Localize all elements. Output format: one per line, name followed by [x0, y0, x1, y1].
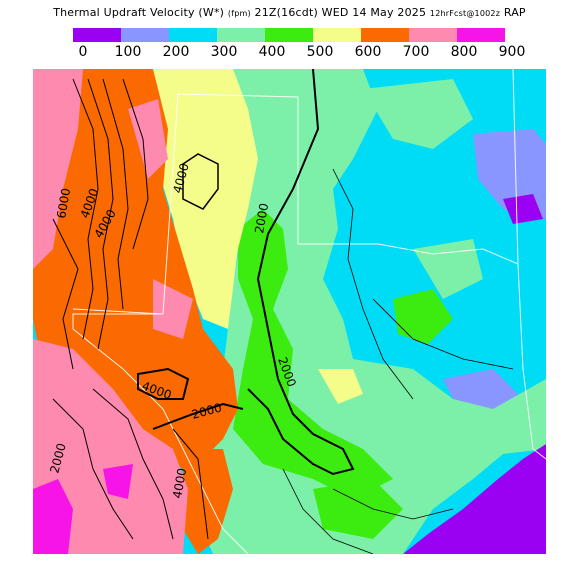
- border-texas-panhandle: [177, 93, 519, 265]
- contour-lines: [52, 69, 514, 554]
- contour-southwest-3: [172, 428, 209, 540]
- scale-tick-600: 600: [354, 44, 382, 60]
- border-louisiana: [517, 263, 546, 460]
- title-product: Thermal Updraft Velocity (W*): [53, 6, 225, 19]
- contour-2000-main: [247, 69, 355, 476]
- color-swatch-100-200: [121, 28, 169, 42]
- scale-tick-800: 800: [450, 44, 478, 60]
- scale-tick-500: 500: [306, 44, 334, 60]
- contour-4000-south: [137, 367, 190, 400]
- scale-tick-100: 100: [114, 44, 142, 60]
- fill-500-600-south: [318, 369, 363, 404]
- contour-4000-north: [182, 153, 219, 210]
- color-scale-bar: [73, 28, 505, 42]
- fill-400-500-south-blob: [313, 479, 403, 539]
- fill-700-800-west: [33, 69, 83, 269]
- scale-tick-400: 400: [258, 44, 286, 60]
- fill-400-500-east-blob: [393, 289, 453, 344]
- contour-cluster-west-4: [122, 78, 149, 250]
- contour-thin-east-2: [372, 298, 514, 370]
- thermal-velocity-map: 6000 4000 4000 2000 2000 4000 2000 4000 …: [33, 69, 546, 554]
- border-rio-grande: [72, 328, 249, 554]
- fill-700-800-southwest: [33, 339, 188, 554]
- color-swatch-700-800: [409, 28, 457, 42]
- contour-thin-east-3: [332, 488, 454, 520]
- fill-0-100-gulf: [403, 444, 546, 554]
- contour-cluster-west-1: [72, 78, 99, 340]
- fill-800-900-southwest-2: [103, 464, 133, 499]
- map-title: Thermal Updraft Velocity (W*) (fpm) 21Z(…: [0, 6, 579, 19]
- contour-thin-east-4: [282, 468, 374, 554]
- border-new-mexico-south: [72, 313, 163, 329]
- border-northeast: [512, 69, 519, 265]
- scale-tick-300: 300: [210, 44, 238, 60]
- color-swatch-500-600: [313, 28, 361, 42]
- title-model: RAP: [503, 6, 526, 19]
- color-swatch-300-400: [217, 28, 265, 42]
- scale-tick-900: 900: [498, 44, 526, 60]
- contour-cluster-west-2: [87, 78, 114, 350]
- color-swatch-800-900: [457, 28, 505, 42]
- contour-label: 2000: [252, 202, 271, 235]
- fill-700-800-central: [128, 99, 168, 179]
- contour-southwest-2: [92, 388, 174, 540]
- contour-label: 6000: [54, 187, 73, 220]
- fill-500-600-band: [143, 69, 258, 329]
- color-swatch-400-500: [265, 28, 313, 42]
- fill-0-100-northeast-patch: [503, 194, 543, 224]
- fill-800-900-southwest: [33, 479, 73, 554]
- scale-tick-200: 200: [162, 44, 190, 60]
- state-borders: [72, 69, 546, 554]
- fill-600-700-south-strip: [183, 449, 233, 554]
- fill-700-800-midwest: [153, 279, 193, 339]
- contour-cluster-west-3: [102, 78, 129, 310]
- color-swatch-0-100: [73, 28, 121, 42]
- scale-tick-0: 0: [78, 44, 88, 60]
- color-scale-ticks: 0 100 200 300 400 500 600 700 800 900: [73, 44, 526, 60]
- color-swatch-200-300: [169, 28, 217, 42]
- contour-cluster-west-5: [52, 218, 79, 370]
- title-forecast: 12hrFcst@1002z: [429, 9, 501, 18]
- fill-400-500-region: [233, 209, 393, 499]
- fill-300-400-east-patch: [363, 79, 473, 149]
- title-valid-time: 21Z(16cdt) WED 14 May 2025: [254, 6, 427, 19]
- contour-southwest-1: [52, 398, 134, 540]
- map-fill-layer: [33, 69, 546, 554]
- title-units: (fpm): [227, 9, 251, 18]
- contour-label: 4000: [170, 467, 189, 500]
- contour-2000-south: [152, 402, 244, 430]
- color-swatch-600-700: [361, 28, 409, 42]
- scale-tick-700: 700: [402, 44, 430, 60]
- contour-thin-east-1: [332, 168, 414, 400]
